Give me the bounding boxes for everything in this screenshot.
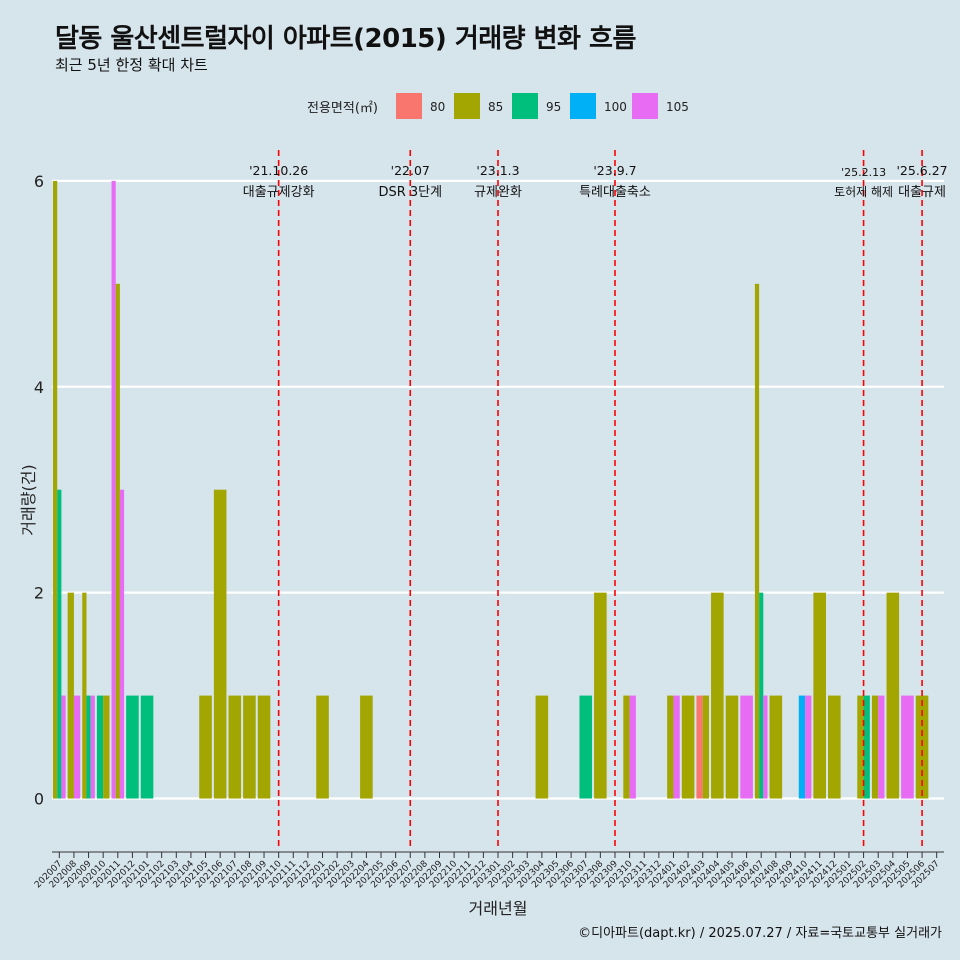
legend-swatch-105 xyxy=(632,93,658,119)
bar-202007-105 xyxy=(61,695,66,799)
bar-202105-85 xyxy=(199,695,212,799)
event-label: 대출규제강화 xyxy=(243,185,315,200)
bar-202008-105 xyxy=(73,695,81,799)
bar-202503-85 xyxy=(871,695,879,799)
x-axis-title: 거래년월 xyxy=(469,899,528,918)
legend-swatch-95 xyxy=(512,93,538,119)
bar-202010-95 xyxy=(96,695,104,799)
bar-202009-85 xyxy=(82,592,87,799)
bar-202403-85 xyxy=(702,695,710,799)
bar-202012-95 xyxy=(126,695,139,799)
event-label: 특례대출축소 xyxy=(579,185,651,200)
legend-label: 85 xyxy=(488,100,503,114)
y-axis-title: 거래량(건) xyxy=(19,464,38,535)
bar-202406-105 xyxy=(740,695,753,799)
bar-202010-85 xyxy=(103,695,110,799)
event-date: '21.10.26 xyxy=(249,163,308,178)
chart-title: 달동 울산센트럴자이 아파트(2015) 거래량 변화 흐름 xyxy=(55,24,636,54)
event-date: '23.1.3 xyxy=(476,163,519,178)
bar-202503-105 xyxy=(878,695,885,799)
source-caption: ©디아파트(dapt.kr) / 2025.07.27 / 자료=국토교통부 실… xyxy=(578,926,942,941)
bar-202405-85 xyxy=(725,695,739,799)
bar-202410-105 xyxy=(805,695,812,799)
y-tick-label: 2 xyxy=(34,584,44,603)
bar-202408-85 xyxy=(769,695,783,799)
event-date: '25.2.13 xyxy=(841,166,886,179)
bar-202009-95 xyxy=(86,695,91,799)
bar-202108-85 xyxy=(243,695,256,799)
bar-202411-85 xyxy=(813,592,826,799)
event-label: 토허제 해제 xyxy=(834,185,893,199)
bar-202407-105 xyxy=(763,695,768,799)
bar-202011-105 xyxy=(119,489,125,799)
bar-202011-85 xyxy=(115,283,120,799)
bar-202101-95 xyxy=(140,695,154,799)
legend-label: 105 xyxy=(666,100,689,114)
bar-202404-85 xyxy=(711,592,724,799)
event-date: '25.6.27 xyxy=(896,163,947,178)
legend-label: 80 xyxy=(430,100,445,114)
bar-202505-105 xyxy=(901,695,914,799)
bar-202407-95 xyxy=(759,592,764,799)
bar-202402-85 xyxy=(681,695,695,799)
legend-swatch-85 xyxy=(454,93,480,119)
bar-202204-85 xyxy=(360,695,373,799)
event-date: '23.9.7 xyxy=(593,163,636,178)
y-tick-label: 4 xyxy=(34,378,44,397)
event-label: DSR 3단계 xyxy=(378,185,442,200)
bar-202008-85 xyxy=(67,592,74,799)
bar-202506-85 xyxy=(915,695,929,799)
bar-202106-85 xyxy=(213,489,227,799)
y-tick-label: 0 xyxy=(34,790,44,809)
bar-202502-85 xyxy=(857,695,864,799)
y-tick-label: 6 xyxy=(34,172,44,191)
bar-202007-95 xyxy=(57,489,62,799)
bar-202011-105 xyxy=(111,180,116,799)
bar-202307-95 xyxy=(579,695,593,799)
bar-202201-85 xyxy=(316,695,329,799)
bar-202009-105 xyxy=(90,695,95,799)
legend-label: 95 xyxy=(546,100,561,114)
bar-202412-85 xyxy=(828,695,841,799)
legend-swatch-80 xyxy=(396,93,422,119)
bar-202401-105 xyxy=(673,695,680,799)
bar-202308-85 xyxy=(594,592,607,799)
bar-202504-85 xyxy=(886,592,900,799)
bar-202007-85 xyxy=(53,180,58,799)
event-label: 규제완화 xyxy=(474,185,522,200)
legend-swatch-100 xyxy=(570,93,596,119)
legend-label: 100 xyxy=(604,100,627,114)
legend-title: 전용면적(㎡) xyxy=(307,101,378,116)
bar-202403-80 xyxy=(696,695,703,799)
bar-202107-85 xyxy=(228,695,242,799)
bar-202410-100 xyxy=(798,695,806,799)
bar-202310-105 xyxy=(629,695,636,799)
event-date: '22.07 xyxy=(391,163,430,178)
bar-202401-85 xyxy=(667,695,674,799)
event-label: 대출규제 xyxy=(898,185,946,200)
bar-202109-85 xyxy=(257,695,271,799)
bar-202304-85 xyxy=(535,695,549,799)
bar-202310-85 xyxy=(623,695,630,799)
bar-202502-95 xyxy=(863,695,870,799)
chart-subtitle: 최근 5년 한정 확대 차트 xyxy=(55,56,208,74)
bar-202407-85 xyxy=(754,283,760,799)
